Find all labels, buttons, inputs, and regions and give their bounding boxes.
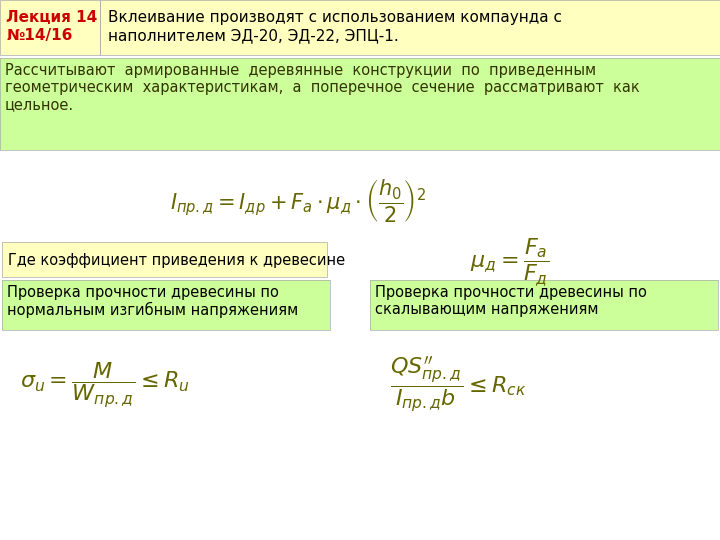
Text: нормальным изгибным напряжениям: нормальным изгибным напряжениям bbox=[7, 302, 298, 318]
Text: Где коэффициент приведения к древесине: Где коэффициент приведения к древесине bbox=[8, 253, 345, 267]
Bar bbox=[370, 280, 718, 330]
Text: Проверка прочности древесины по: Проверка прочности древесины по bbox=[7, 285, 279, 300]
Text: скалывающим напряжениям: скалывающим напряжениям bbox=[375, 302, 598, 317]
Text: №14/16: №14/16 bbox=[6, 28, 73, 43]
Text: Рассчитывают  армированные  деревянные  конструкции  по  приведенным: Рассчитывают армированные деревянные кон… bbox=[5, 63, 596, 78]
Text: $\sigma_u = \dfrac{M}{W_{\mathit{пр.д}}} \leq R_u$: $\sigma_u = \dfrac{M}{W_{\mathit{пр.д}}}… bbox=[20, 360, 190, 410]
Text: $I_{\mathit{пр.д}} = I_{\mathit{дp}} + F_a \cdot \mu_{\mathit{д}} \cdot \left(\d: $I_{\mathit{пр.д}} = I_{\mathit{дp}} + F… bbox=[170, 177, 426, 224]
Text: $\mu_{\mathit{д}} = \dfrac{F_a}{F_{\mathit{д}}}$: $\mu_{\mathit{д}} = \dfrac{F_a}{F_{\math… bbox=[470, 236, 549, 288]
Bar bbox=[2, 242, 327, 277]
Text: Проверка прочности древесины по: Проверка прочности древесины по bbox=[375, 285, 647, 300]
Bar bbox=[2, 280, 330, 330]
Bar bbox=[0, 58, 720, 150]
Text: цельное.: цельное. bbox=[5, 97, 74, 112]
Bar bbox=[2, 280, 330, 330]
Bar bbox=[0, 0, 100, 55]
Bar bbox=[2, 242, 327, 277]
Text: наполнителем ЭД-20, ЭД-22, ЭПЦ-1.: наполнителем ЭД-20, ЭД-22, ЭПЦ-1. bbox=[108, 28, 399, 43]
Text: геометрическим  характеристикам,  а  поперечное  сечение  рассматривают  как: геометрическим характеристикам, а попере… bbox=[5, 80, 640, 95]
Bar bbox=[0, 58, 720, 150]
Bar bbox=[100, 0, 720, 55]
Text: Лекция 14: Лекция 14 bbox=[6, 10, 97, 25]
Text: Вклеивание производят с использованием компаунда с: Вклеивание производят с использованием к… bbox=[108, 10, 562, 25]
Bar bbox=[0, 0, 100, 55]
Text: $\dfrac{QS^{\prime\prime}_{\mathit{пр.д}}}{I_{\mathit{пр.д}} b} \leq R_{\mathit{: $\dfrac{QS^{\prime\prime}_{\mathit{пр.д}… bbox=[390, 355, 526, 415]
Bar bbox=[370, 280, 718, 330]
Bar bbox=[100, 0, 720, 55]
